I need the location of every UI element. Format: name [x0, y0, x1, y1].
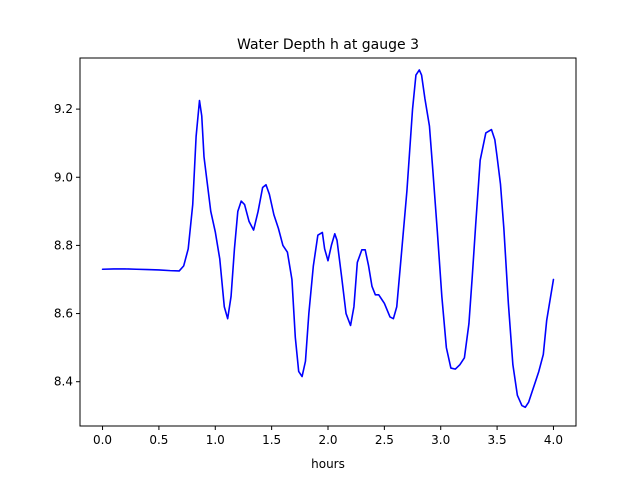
chart-title: Water Depth h at gauge 3	[237, 37, 419, 53]
x-tick-label: 0.0	[93, 433, 112, 447]
x-axis-label: hours	[311, 457, 345, 471]
x-tick-label: 2.5	[375, 433, 394, 447]
series-line-0	[101, 69, 555, 409]
x-tick-label: 4.0	[544, 433, 563, 447]
plot-area	[101, 69, 555, 409]
x-tick-label: 2.0	[318, 433, 337, 447]
y-tick-label: 9.2	[54, 102, 73, 116]
x-tick-label: 0.5	[149, 433, 168, 447]
y-tick-label: 8.6	[54, 307, 73, 321]
x-tick-label: 3.0	[431, 433, 450, 447]
y-tick-label: 8.8	[54, 238, 73, 252]
x-tick-label: 1.5	[262, 433, 281, 447]
x-tick-label: 1.0	[206, 433, 225, 447]
x-tick-label: 3.5	[488, 433, 507, 447]
y-tick-label: 9.0	[54, 170, 73, 184]
y-tick-label: 8.4	[54, 375, 73, 389]
axes: 0.0 0.5 1.0 1.5 2.0 2.5 3.0 3.5 4.0 8.4 8.6 8.8 9.0 9…	[54, 57, 577, 447]
